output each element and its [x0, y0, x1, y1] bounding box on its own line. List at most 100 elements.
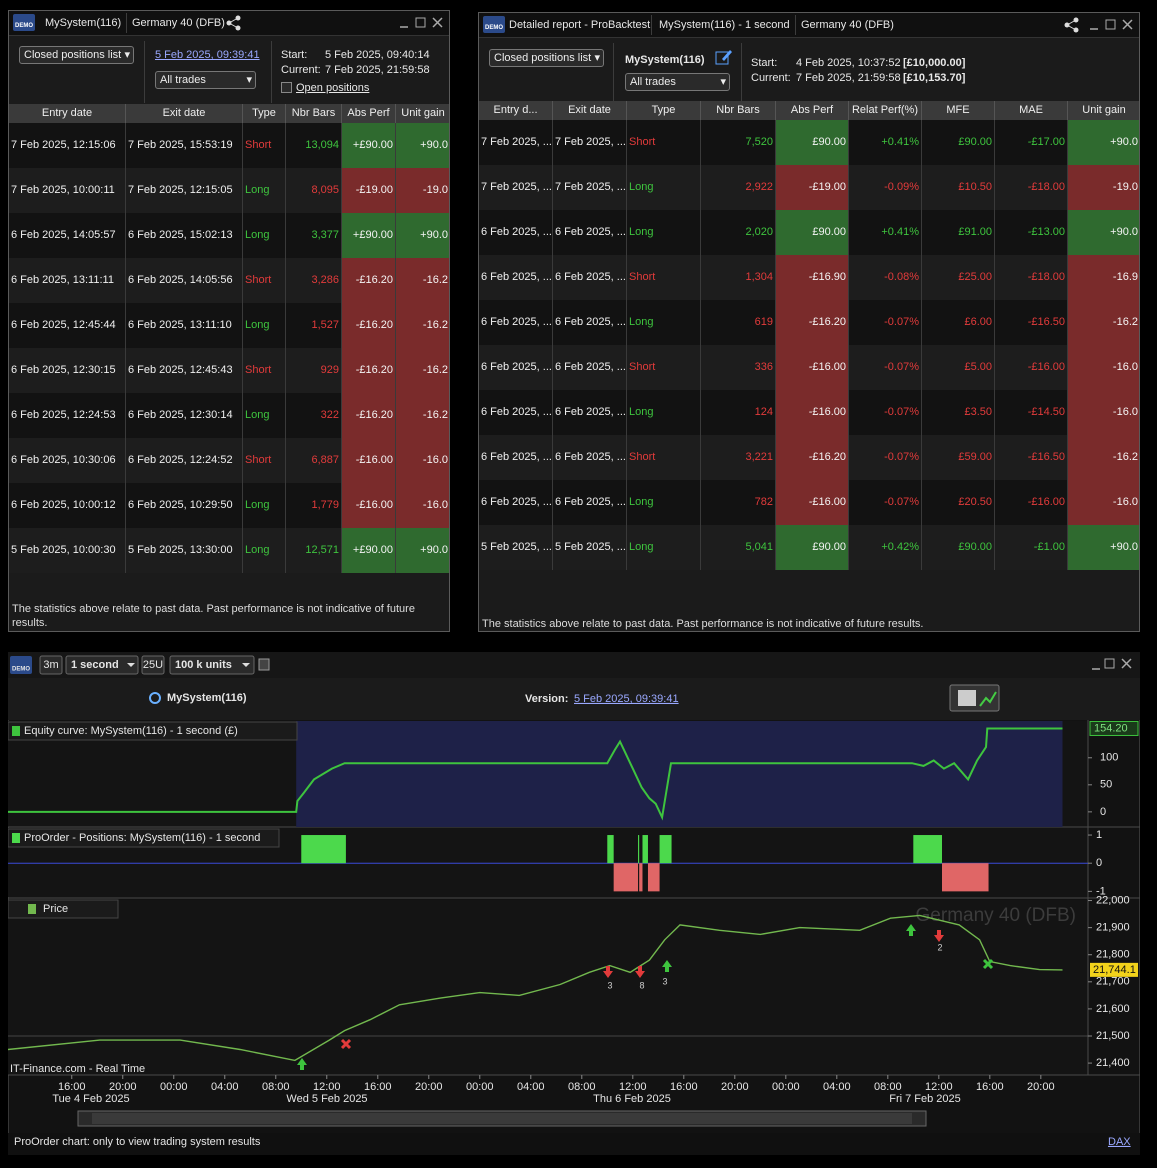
trade-arrow — [635, 966, 645, 978]
table-cell: 6 Feb 2025, 15:02:13 — [126, 213, 243, 258]
share-icon[interactable] — [1063, 16, 1081, 34]
x-tick-label: 00:00 — [160, 1081, 188, 1093]
table-cell: Long — [243, 528, 286, 573]
filter-select[interactable]: All trades — [155, 71, 256, 89]
table-cell: £20.50 — [922, 480, 995, 525]
y-tick-label: 21,600 — [1096, 1003, 1130, 1015]
timeframe-select[interactable] — [65, 655, 139, 675]
table-cell: -£16.00 — [342, 438, 396, 483]
column-header: Type — [627, 101, 701, 120]
table-cell: -£16.20 — [342, 393, 396, 438]
window-buttons[interactable] — [1087, 17, 1137, 33]
table-cell: +90.0 — [1068, 210, 1139, 255]
position-block — [913, 835, 943, 864]
disclaimer: The statistics above relate to past data… — [12, 603, 415, 629]
list-select[interactable]: Closed positions list — [19, 46, 134, 64]
y-tick-label: 21,500 — [1096, 1030, 1130, 1042]
trade-arrow — [297, 1058, 307, 1070]
table-cell: 7 Feb 2025, 10:00:11 — [9, 168, 126, 213]
table-cell: -£19.00 — [342, 168, 396, 213]
table-cell: -0.07% — [849, 480, 922, 525]
table-cell: 7 Feb 2025, 12:15:05 — [126, 168, 243, 213]
table-cell: 6 Feb 2025, 14:05:56 — [126, 258, 243, 303]
price-line — [8, 914, 1063, 1062]
list-select[interactable]: Closed positions list — [489, 49, 604, 67]
start-label: Start: — [281, 49, 308, 61]
table-cell: £10.50 — [922, 165, 995, 210]
y-tick-label: 21,700 — [1096, 976, 1130, 988]
table-cell: 6 Feb 2025, ... — [553, 435, 627, 480]
period-button[interactable] — [39, 655, 63, 675]
last-value-box — [1089, 720, 1139, 736]
positions-label: ProOrder - Positions: MySystem(116) - 1 … — [24, 832, 260, 844]
table-cell: £90.00 — [922, 120, 995, 165]
start-date: 4 Feb 2025, 10:37:52 — [796, 57, 901, 69]
column-header: Abs Perf — [776, 101, 849, 120]
table-cell: 3,221 — [701, 435, 776, 480]
size-label: 100 k units — [175, 659, 232, 671]
trade-list-window: DEMO MySystem(116) Germany 40 (DFB) Clos… — [8, 10, 450, 632]
market-link[interactable]: DAX — [1108, 1136, 1131, 1148]
y-tick-label: -1 — [1096, 885, 1106, 897]
trade-count: 8 — [639, 980, 644, 990]
table-cell: 619 — [701, 300, 776, 345]
x-tick-label: 04:00 — [517, 1081, 545, 1093]
table-cell: 6 Feb 2025, ... — [479, 210, 553, 255]
title-instrument: Germany 40 (DFB) — [801, 19, 894, 31]
table-cell: £90.00 — [922, 525, 995, 570]
table-cell: 6 Feb 2025, ... — [553, 480, 627, 525]
version-link[interactable]: 5 Feb 2025, 09:39:41 — [155, 49, 260, 61]
open-positions-checkbox[interactable] — [281, 82, 292, 93]
table-cell: 6 Feb 2025, ... — [553, 390, 627, 435]
table-cell: 6 Feb 2025, 12:30:15 — [9, 348, 126, 393]
table-cell: +90.0 — [1068, 525, 1139, 570]
table-cell: 6 Feb 2025, 12:45:43 — [126, 348, 243, 393]
share-icon[interactable] — [225, 14, 243, 32]
table-cell: Long — [627, 165, 701, 210]
date-label: Thu 6 Feb 2025 — [593, 1093, 671, 1105]
table-cell: +£90.00 — [342, 528, 396, 573]
start-label: Start: — [751, 57, 778, 69]
trades-table: Entry date Exit date Type Nbr Bars Abs Perf U… — [9, 104, 449, 574]
version-link[interactable]: 5 Feb 2025, 09:39:41 — [574, 693, 679, 705]
start-date: 5 Feb 2025, 09:40:14 — [325, 49, 430, 61]
size-select[interactable] — [169, 655, 255, 675]
window-buttons[interactable] — [397, 15, 447, 31]
table-cell: 7 Feb 2025, ... — [479, 120, 553, 165]
table-cell: -£1.00 — [995, 525, 1068, 570]
position-block — [301, 835, 346, 864]
table-cell: -£16.20 — [342, 303, 396, 348]
x-tick-label: 20:00 — [721, 1081, 749, 1093]
current-date: 7 Feb 2025, 21:59:58 — [796, 72, 901, 84]
table-cell: -£16.20 — [342, 348, 396, 393]
units-badge-button[interactable] — [141, 655, 165, 675]
demo-badge: DEMO — [12, 667, 30, 673]
table-cell: Long — [627, 480, 701, 525]
start-capital: [£10,000.00] — [903, 57, 966, 69]
scrollbar-thumb[interactable] — [92, 1113, 912, 1124]
column-header: MAE — [995, 101, 1068, 120]
edit-icon[interactable] — [715, 48, 733, 66]
table-cell: 7,520 — [701, 120, 776, 165]
y-tick-label: 50 — [1100, 779, 1112, 791]
table-cell: Short — [243, 258, 286, 303]
x-tick-label: 16:00 — [670, 1081, 698, 1093]
x-tick-label: 08:00 — [874, 1081, 902, 1093]
system-name: MySystem(116) — [167, 692, 247, 704]
table-cell: £5.00 — [922, 345, 995, 390]
legend-swatch — [12, 726, 20, 736]
open-positions-label[interactable]: Open positions — [296, 82, 370, 94]
table-cell: 6 Feb 2025, ... — [553, 255, 627, 300]
table-cell: 6 Feb 2025, ... — [479, 480, 553, 525]
y-tick-label: 21,900 — [1096, 922, 1130, 934]
table-cell: 5 Feb 2025, ... — [553, 525, 627, 570]
table-cell: Short — [243, 348, 286, 393]
position-block — [647, 863, 660, 892]
column-header: Nbr Bars — [701, 101, 776, 120]
info-button[interactable] — [258, 658, 270, 671]
filter-select[interactable]: All trades — [625, 73, 730, 91]
table-cell: -£18.00 — [995, 255, 1068, 300]
trade-count: 3 — [662, 976, 667, 986]
x-tick-label: 16:00 — [976, 1081, 1004, 1093]
position-block — [607, 835, 614, 864]
